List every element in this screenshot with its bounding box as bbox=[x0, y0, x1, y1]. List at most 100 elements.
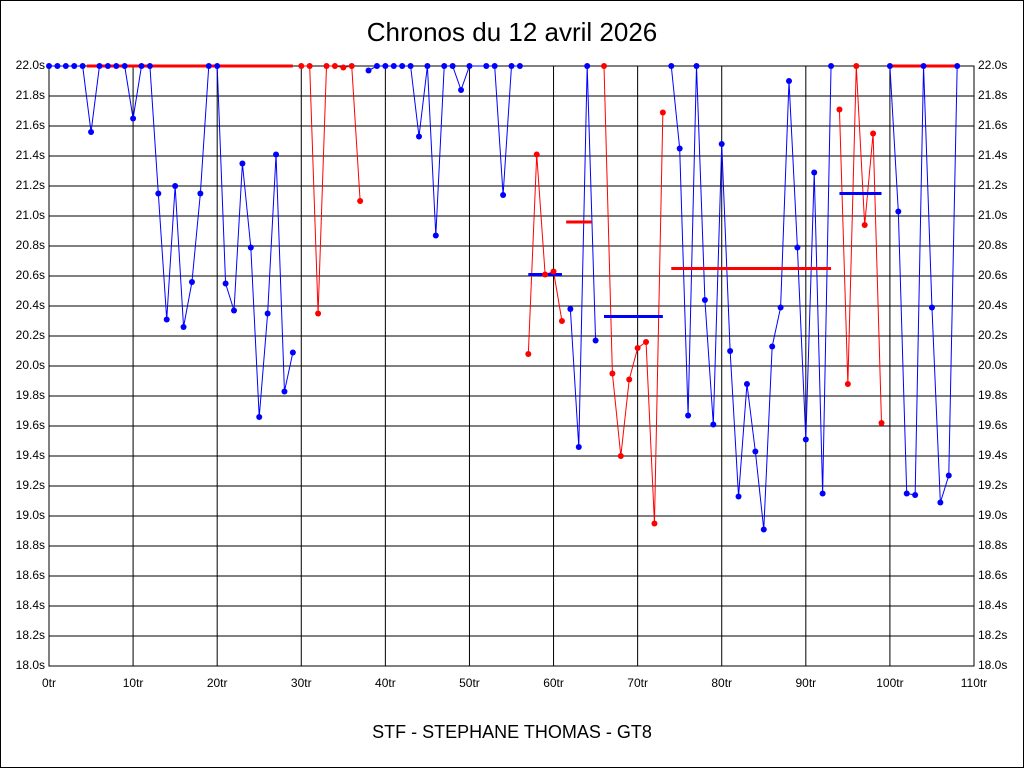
lap-point bbox=[769, 343, 776, 350]
y-tick-label: 19.0s bbox=[16, 508, 45, 522]
x-tick-label: 50tr bbox=[459, 676, 480, 690]
lap-point bbox=[945, 472, 952, 479]
lap-point bbox=[895, 208, 902, 215]
lap-point bbox=[79, 63, 86, 69]
y2-tick-label: 20.8s bbox=[978, 238, 1007, 252]
x-tick-label: 70tr bbox=[627, 676, 648, 690]
lap-point bbox=[903, 490, 910, 497]
lap-point bbox=[273, 151, 280, 158]
lap-point bbox=[382, 63, 389, 69]
lap-point bbox=[289, 349, 296, 356]
lap-point bbox=[752, 448, 759, 455]
lap-point bbox=[508, 63, 515, 69]
lap-point bbox=[155, 190, 162, 197]
y2-tick-label: 19.0s bbox=[978, 508, 1007, 522]
lap-point bbox=[373, 63, 380, 69]
lap-point bbox=[954, 63, 961, 69]
y-tick-label: 20.4s bbox=[16, 298, 45, 312]
lap-point bbox=[870, 130, 877, 137]
y-tick-label: 19.6s bbox=[16, 418, 45, 432]
lap-point bbox=[786, 78, 792, 84]
lap-point bbox=[853, 63, 860, 69]
chart-title: Chronos du 12 avril 2026 bbox=[367, 17, 658, 47]
lap-point bbox=[340, 64, 347, 71]
lap-point bbox=[937, 499, 944, 506]
lap-point bbox=[96, 63, 103, 69]
lap-point bbox=[609, 370, 616, 377]
lap-point bbox=[693, 63, 700, 69]
y2-tick-label: 21.6s bbox=[978, 118, 1007, 132]
lap-point bbox=[281, 388, 288, 395]
lap-point bbox=[743, 381, 750, 387]
lap-point bbox=[331, 63, 338, 69]
y-tick-label: 21.4s bbox=[16, 148, 45, 162]
lap-point bbox=[231, 307, 237, 314]
lap-point bbox=[264, 310, 271, 317]
y-tick-label: 21.2s bbox=[16, 178, 45, 192]
lap-point bbox=[432, 232, 439, 239]
y2-tick-label: 21.0s bbox=[978, 208, 1007, 222]
lap-point bbox=[458, 87, 465, 93]
lap-point bbox=[399, 63, 406, 69]
lap-point bbox=[550, 268, 557, 275]
lap-point bbox=[172, 183, 179, 189]
lap-point bbox=[357, 198, 364, 204]
x-tick-label: 100tr bbox=[876, 676, 903, 690]
lap-point bbox=[62, 63, 69, 69]
lap-point bbox=[306, 63, 313, 69]
lap-point bbox=[886, 63, 893, 69]
y-tick-label: 20.2s bbox=[16, 328, 45, 342]
lap-point bbox=[592, 337, 599, 344]
lap-point bbox=[516, 63, 523, 69]
lap-point bbox=[878, 420, 885, 426]
lap-point bbox=[685, 412, 692, 419]
lap-point bbox=[121, 63, 128, 69]
lap-point bbox=[558, 318, 565, 324]
chart-footer: STF - STEPHANE THOMAS - GT8 bbox=[372, 722, 652, 742]
lap-point bbox=[643, 339, 650, 345]
lap-point bbox=[811, 169, 818, 176]
y2-tick-label: 18.8s bbox=[978, 538, 1007, 552]
lap-point bbox=[407, 63, 414, 69]
lap-point bbox=[542, 271, 549, 278]
lap-point bbox=[710, 421, 717, 428]
lap-point bbox=[424, 63, 431, 69]
lap-line bbox=[838, 65, 882, 424]
y2-tick-label: 19.4s bbox=[978, 448, 1007, 462]
lap-point bbox=[920, 63, 927, 69]
lap-point bbox=[390, 63, 397, 69]
lap-line bbox=[49, 65, 294, 418]
lap-point bbox=[214, 63, 221, 69]
lap-point bbox=[567, 306, 574, 312]
lap-point bbox=[188, 279, 195, 285]
lap-point bbox=[584, 63, 591, 69]
lap-point bbox=[760, 526, 767, 533]
y2-tick-label: 18.6s bbox=[978, 568, 1007, 582]
lap-point bbox=[659, 109, 666, 116]
lap-point bbox=[449, 63, 456, 69]
lap-point bbox=[365, 67, 372, 74]
y2-tick-label: 19.8s bbox=[978, 388, 1007, 402]
lap-point bbox=[138, 63, 145, 69]
lap-point bbox=[491, 63, 498, 69]
lap-point bbox=[575, 444, 582, 450]
y-tick-label: 21.0s bbox=[16, 208, 45, 222]
lap-point bbox=[601, 63, 607, 69]
lap-point bbox=[46, 63, 52, 69]
lap-point bbox=[651, 520, 658, 527]
y2-tick-label: 18.4s bbox=[978, 598, 1007, 612]
y-tick-label: 18.4s bbox=[16, 598, 45, 612]
lap-point bbox=[701, 297, 708, 303]
lap-point bbox=[222, 280, 229, 287]
lap-point bbox=[634, 345, 641, 351]
x-tick-label: 90tr bbox=[795, 676, 816, 690]
lap-point bbox=[500, 192, 507, 198]
y-tick-label: 19.4s bbox=[16, 448, 45, 462]
y2-tick-label: 18.2s bbox=[978, 628, 1007, 642]
y-tick-label: 18.6s bbox=[16, 568, 45, 582]
lap-point bbox=[256, 414, 263, 420]
y2-tick-label: 20.0s bbox=[978, 358, 1007, 372]
lap-point bbox=[718, 141, 725, 147]
lap-point bbox=[802, 436, 809, 443]
lap-point bbox=[88, 129, 95, 135]
